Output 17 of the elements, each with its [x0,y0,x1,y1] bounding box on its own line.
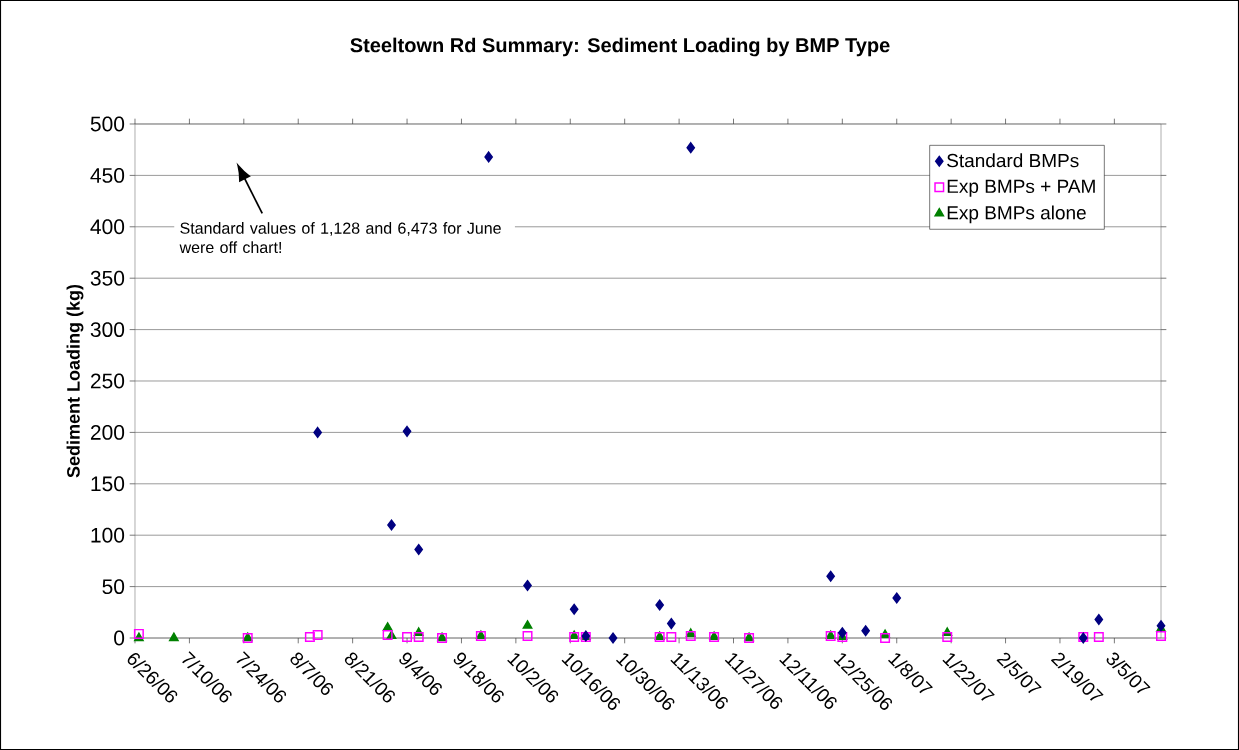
annotation: Standard values of 1,128 and 6,473 for June were off chart! [179,222,501,254]
y-tick-label: 500 [90,116,125,132]
legend-label: Exp BMPs + PAM [947,179,1095,197]
legend-label: Exp BMPs alone [947,205,1086,224]
y-tick-label: 0 [114,630,125,646]
y-tick-label: 250 [90,373,125,389]
y-tick-label: 100 [91,527,125,543]
chart-title: Steeltown Rd Summary: Sediment Loading by BMP Type [350,37,890,57]
y-tick-label: 300 [90,322,125,338]
y-tick-label: 50 [102,579,125,595]
y-tick-label: 450 [90,167,125,183]
y-axis-title: Sediment Loading (kg) [66,284,84,478]
y-tick-label: 200 [90,424,125,440]
y-tick-label: 400 [90,219,125,235]
y-tick-label: 350 [90,270,125,286]
legend-label: Standard BMPs [947,153,1079,168]
y-tick-label: 150 [91,476,125,492]
